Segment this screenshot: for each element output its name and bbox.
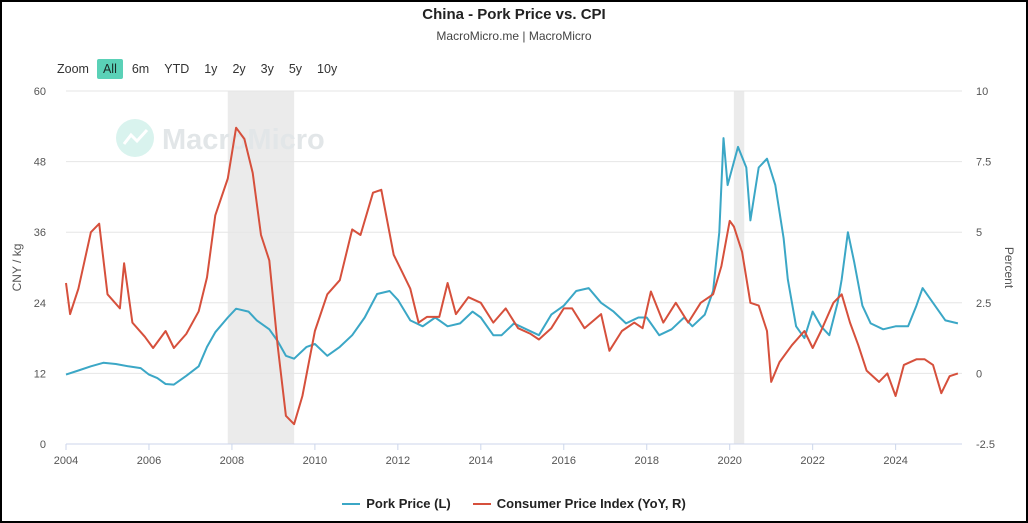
y-left-axis-label: CNY / kg — [10, 244, 24, 292]
legend: Pork Price (L) Consumer Price Index (YoY… — [2, 496, 1026, 511]
watermark-logo-mark — [122, 128, 149, 145]
x-tick-label: 2012 — [386, 455, 410, 467]
zoom-button-all[interactable]: All — [96, 59, 123, 79]
legend-item-cpi[interactable]: Consumer Price Index (YoY, R) — [472, 496, 686, 511]
legend-swatch-cpi — [472, 502, 491, 505]
x-tick-label: 2008 — [220, 455, 244, 467]
series-lines — [65, 126, 959, 426]
y-right-tick-label: 5 — [976, 227, 982, 239]
chart-subtitle: MacroMicro.me | MacroMicro — [436, 29, 592, 43]
legend-label-cpi: Consumer Price Index (YoY, R) — [496, 496, 686, 511]
y-left-tick-label: 0 — [40, 439, 46, 451]
legend-item-pork[interactable]: Pork Price (L) — [342, 496, 451, 511]
y-right-tick-label: 0 — [976, 368, 982, 380]
x-tick-label: 2018 — [634, 455, 658, 467]
legend-label-pork: Pork Price (L) — [366, 496, 451, 511]
y-right-axis-label: Percent — [1002, 247, 1016, 289]
y-left-tick-label: 24 — [34, 298, 46, 310]
x-tick-label: 2006 — [137, 455, 161, 467]
watermark: MacroMicro — [116, 119, 325, 157]
zoom-bar: Zoom All 6m YTD 1y 2y 3y 5y 10y — [57, 58, 346, 80]
axes: 0 12 24 36 48 60 -2.5 0 2.5 5 7.5 10 2004 2006 2008 201… — [10, 86, 1016, 467]
series-line-pork — [65, 137, 959, 386]
y-right-tick-label: 10 — [976, 86, 988, 98]
x-tick-label: 2004 — [54, 455, 78, 467]
x-tick-label: 2024 — [883, 455, 907, 467]
zoom-button-1y[interactable]: 1y — [204, 62, 218, 76]
zoom-button-10y[interactable]: 10y — [317, 62, 338, 76]
x-tick-label: 2010 — [303, 455, 327, 467]
y-left-tick-label: 48 — [34, 157, 46, 169]
series-line-cpi — [65, 126, 959, 426]
y-right-tick-label: -2.5 — [976, 439, 995, 451]
y-right-tick-label: 2.5 — [976, 298, 991, 310]
zoom-button-2y[interactable]: 2y — [232, 62, 246, 76]
zoom-button-3y[interactable]: 3y — [260, 62, 274, 76]
watermark-text: MacroMicro — [162, 124, 325, 156]
legend-swatch-pork — [342, 502, 361, 505]
y-left-tick-label: 60 — [34, 86, 46, 98]
zoom-button-5y[interactable]: 5y — [288, 62, 303, 76]
zoom-button-6m[interactable]: 6m — [131, 62, 150, 76]
x-tick-label: 2016 — [552, 455, 576, 467]
x-tick-label: 2022 — [800, 455, 824, 467]
chart-title: China - Pork Price vs. CPI — [422, 6, 606, 23]
zoom-button-ytd[interactable]: YTD — [164, 62, 190, 76]
zoom-label: Zoom — [57, 62, 89, 76]
x-tick-label: 2020 — [717, 455, 741, 467]
zoom-buttons: All 6m YTD 1y 2y 3y 5y 10y — [96, 59, 346, 79]
y-right-tick-label: 7.5 — [976, 157, 991, 169]
chart-plot: MacroMicro 0 12 24 36 48 60 -2.5 0 2.5 5 7.5 10 2004… — [10, 86, 1016, 467]
y-left-tick-label: 36 — [34, 227, 46, 239]
x-tick-label: 2014 — [469, 455, 493, 467]
shaded-period — [733, 91, 745, 444]
y-left-tick-label: 12 — [34, 368, 46, 380]
